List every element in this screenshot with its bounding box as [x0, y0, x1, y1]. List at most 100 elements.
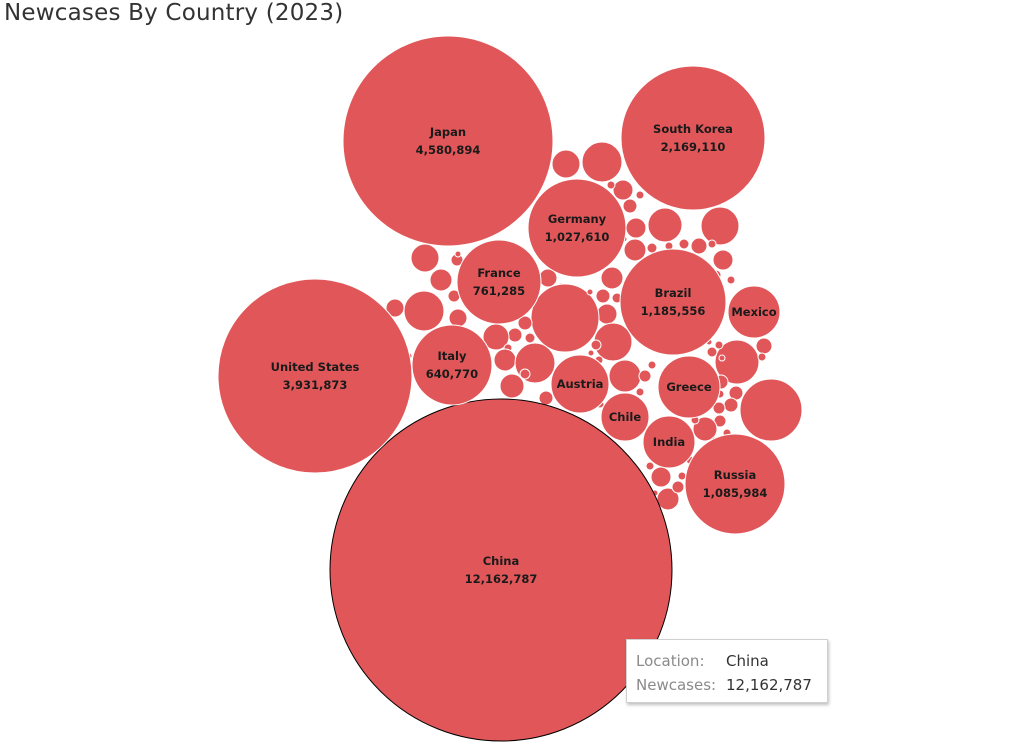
bubble-small[interactable]: [645, 461, 655, 471]
bubble-circle-italy[interactable]: [411, 324, 493, 406]
bubble-small[interactable]: [586, 288, 594, 296]
bubble-value-china: 12,162,787: [465, 572, 538, 586]
bubble-circle-chile[interactable]: [600, 392, 650, 442]
bubble-value-brazil: 1,185,556: [641, 304, 706, 318]
bubble-small[interactable]: [403, 290, 445, 332]
bubble-value-united-states: 3,931,873: [283, 378, 348, 392]
bubble-small[interactable]: [448, 308, 468, 328]
bubble-japan[interactable]: Japan 4,580,894: [342, 35, 554, 247]
bubble-small[interactable]: [608, 359, 642, 393]
bubble-small[interactable]: [739, 378, 803, 442]
bubble-small[interactable]: [706, 346, 718, 358]
bubble-germany[interactable]: Germany 1,027,610: [527, 178, 627, 278]
bubble-value-germany: 1,027,610: [545, 230, 610, 244]
bubble-small[interactable]: [595, 288, 611, 304]
bubble-circle-austria[interactable]: [550, 354, 610, 414]
bubble-small[interactable]: [581, 141, 623, 183]
bubble-small[interactable]: [410, 243, 440, 273]
bubble-circle-germany[interactable]: [527, 178, 627, 278]
bubble-label-india: India: [653, 435, 685, 449]
bubble-label-italy: Italy: [438, 349, 467, 363]
bubble-small[interactable]: [524, 332, 536, 344]
bubble-label-greece: Greece: [666, 380, 712, 394]
tooltip-newcases-value: 12,162,787: [726, 676, 812, 694]
bubble-france[interactable]: France 761,285: [456, 239, 542, 325]
bubble-circle-japan[interactable]: [342, 35, 554, 247]
bubble-south-korea[interactable]: South Korea 2,169,110: [620, 65, 766, 211]
bubble-small[interactable]: [726, 275, 736, 285]
bubble-small[interactable]: [755, 337, 773, 355]
tooltip-newcases-key: Newcases:: [636, 676, 717, 694]
bubble-italy[interactable]: Italy 640,770: [411, 324, 493, 406]
bubble-small[interactable]: [707, 239, 717, 249]
bubble-small[interactable]: [714, 340, 724, 350]
bubble-circle-india[interactable]: [642, 415, 696, 469]
bubble-small[interactable]: [429, 268, 453, 292]
bubble-small[interactable]: [647, 360, 657, 370]
bubble-small[interactable]: [647, 207, 683, 243]
bubble-small[interactable]: [612, 179, 634, 201]
bubble-small[interactable]: [635, 387, 645, 397]
bubble-brazil[interactable]: Brazil 1,185,556: [619, 248, 727, 356]
bubble-mexico[interactable]: Mexico: [727, 285, 781, 339]
bubble-circle-mexico[interactable]: [727, 285, 781, 339]
bubble-small[interactable]: [678, 238, 690, 250]
bubble-small[interactable]: [622, 198, 638, 214]
bubble-chile[interactable]: Chile: [600, 392, 650, 442]
bubble-circle-greece[interactable]: [657, 355, 721, 419]
bubble-small[interactable]: [671, 480, 685, 494]
bubble-circle-united-states[interactable]: [217, 278, 413, 474]
bubble-small[interactable]: [650, 466, 672, 488]
tooltip: Location: China Newcases: 12,162,787: [626, 639, 828, 703]
bubble-small[interactable]: [757, 352, 767, 362]
bubble-small[interactable]: [517, 315, 533, 331]
bubble-label-germany: Germany: [548, 212, 607, 226]
bubble-small[interactable]: [623, 238, 647, 262]
bubble-circle-russia[interactable]: [684, 433, 786, 535]
bubble-small[interactable]: [635, 190, 645, 200]
bubble-russia[interactable]: Russia 1,085,984: [684, 433, 786, 535]
bubble-small[interactable]: [692, 416, 718, 442]
bubble-label-france: France: [477, 266, 521, 280]
bubble-small[interactable]: [590, 339, 602, 351]
bubble-small[interactable]: [530, 283, 600, 353]
bubble-small[interactable]: [519, 368, 531, 380]
bubble-circle-china[interactable]: [329, 398, 673, 742]
bubble-value-france: 761,285: [473, 284, 525, 298]
bubble-austria[interactable]: Austria: [550, 354, 610, 414]
bubble-small[interactable]: [507, 327, 523, 343]
chart-title: Newcases By Country (2023): [4, 0, 344, 26]
bubble-small[interactable]: [600, 266, 624, 290]
bubble-greece[interactable]: Greece: [657, 355, 721, 419]
bubble-circle-france[interactable]: [456, 239, 542, 325]
bubble-small[interactable]: [723, 397, 739, 413]
bubble-small[interactable]: [718, 354, 726, 362]
bubble-small[interactable]: [700, 206, 740, 246]
bubble-small[interactable]: [385, 298, 405, 318]
bubble-small[interactable]: [587, 349, 595, 357]
bubble-small[interactable]: [625, 217, 647, 239]
bubble-small[interactable]: [596, 303, 618, 325]
bubble-small[interactable]: [712, 249, 734, 271]
bubble-small[interactable]: [712, 401, 726, 415]
bubble-china[interactable]: China 12,162,787: [329, 398, 673, 742]
bubble-label-mexico: Mexico: [731, 305, 776, 319]
bubble-small[interactable]: [454, 250, 462, 258]
bubble-small[interactable]: [538, 390, 554, 406]
bubble-circle-south-korea[interactable]: [620, 65, 766, 211]
bubble-united-states[interactable]: United States 3,931,873: [217, 278, 413, 474]
bubble-small[interactable]: [551, 149, 581, 179]
bubble-india[interactable]: India: [642, 415, 696, 469]
bubble-small[interactable]: [606, 180, 616, 190]
bubble-small[interactable]: [638, 369, 652, 383]
tooltip-newcases-row: Newcases: 12,162,787: [636, 673, 827, 697]
bubble-value-south-korea: 2,169,110: [661, 140, 726, 154]
bubble-small[interactable]: [690, 237, 708, 255]
labeled-bubbles: China 12,162,787 Japan 4,580,894 United Stat…: [217, 35, 786, 742]
bubble-small[interactable]: [499, 373, 525, 399]
bubble-small[interactable]: [493, 348, 517, 372]
bubble-label-chile: Chile: [609, 410, 642, 424]
bubble-small[interactable]: [714, 339, 760, 385]
bubble-circle-brazil[interactable]: [619, 248, 727, 356]
